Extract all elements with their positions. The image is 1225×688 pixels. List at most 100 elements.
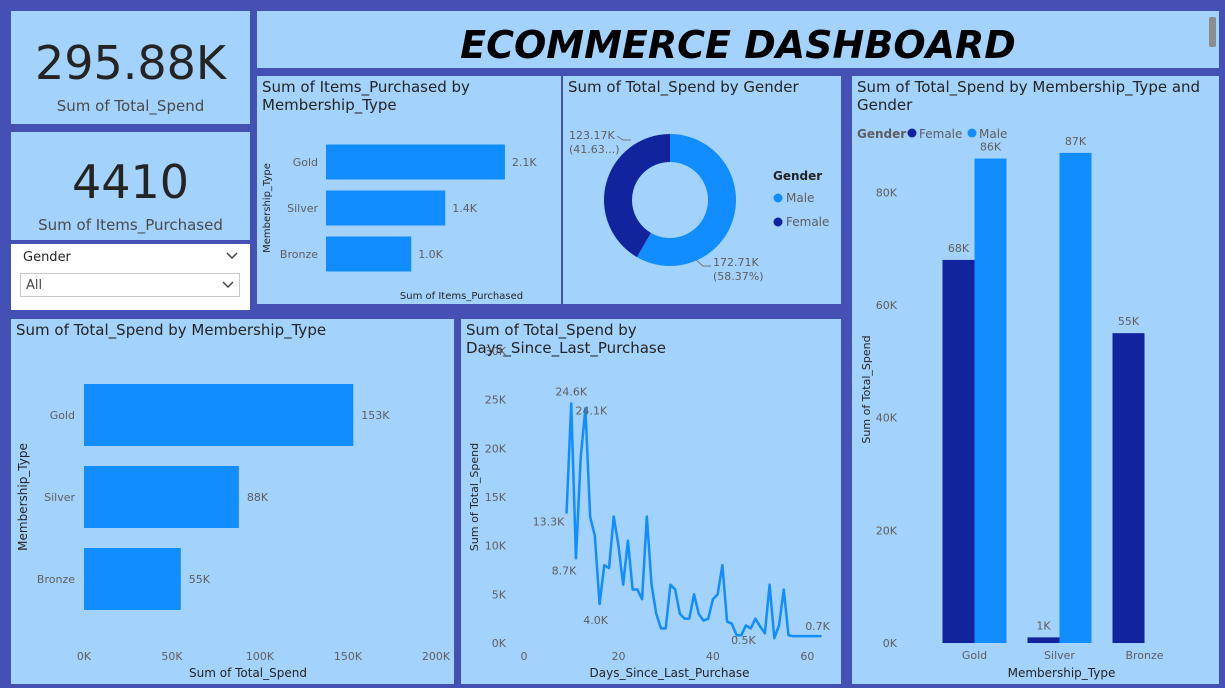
bar <box>84 466 239 528</box>
x-tick-label: 20 <box>611 650 625 663</box>
data-label: 0.7K <box>805 620 830 633</box>
y-axis-title: Sum of Total_Spend <box>860 335 873 443</box>
scrollbar-thumb[interactable] <box>1209 17 1216 47</box>
title-banner: ECOMMERCE DASHBOARD <box>257 11 1219 68</box>
legend-label: Female <box>786 215 829 229</box>
x-tick-label: 60 <box>800 650 814 663</box>
category-label: Gold <box>50 409 75 422</box>
series-line <box>565 402 822 640</box>
data-label: 24.6K <box>555 386 587 399</box>
data-label: (41.63...) <box>569 143 620 156</box>
kpi-value-items-purchased: 4410 <box>71 155 190 209</box>
slicer-dropdown[interactable]: All <box>20 273 240 297</box>
panel-title: Sum of Total_Spend by Days_Since_Last_Pu… <box>466 321 666 357</box>
bar <box>974 158 1007 643</box>
data-label: 1.0K <box>418 248 443 261</box>
y-tick-label: 15K <box>485 491 507 504</box>
panel-spend-by-membership-gender: Sum of Total_Spend by Membership_Type an… <box>852 76 1219 684</box>
y-axis-title: Membership_Type <box>262 163 273 253</box>
legend-label: Male <box>786 191 814 205</box>
legend-marker <box>967 128 977 138</box>
x-tick-label: 0K <box>77 650 92 663</box>
x-tick-label: 50K <box>161 650 183 663</box>
data-label: 8.7K <box>552 564 577 577</box>
data-label: 172.71K <box>713 256 759 269</box>
category-label: Bronze <box>280 248 318 261</box>
data-label: 68K <box>948 242 970 255</box>
y-tick-label: 0K <box>492 637 507 650</box>
legend-label: Female <box>919 127 962 141</box>
bar <box>1059 152 1092 643</box>
data-label: 153K <box>361 409 390 422</box>
slicer-collapse-icon[interactable] <box>225 248 239 267</box>
y-axis-title: Membership_Type <box>16 443 30 551</box>
legend-label: Male <box>979 127 1007 141</box>
donut-slice <box>636 134 736 266</box>
data-label: 55K <box>1118 315 1140 328</box>
bar <box>326 190 446 226</box>
data-label: 86K <box>980 141 1002 154</box>
legend-marker <box>773 217 783 227</box>
bar <box>942 259 975 643</box>
legend-marker <box>773 193 783 203</box>
y-tick-label: 10K <box>485 540 507 553</box>
x-axis-title: Sum of Items_Purchased <box>400 291 523 302</box>
x-tick-label: 100K <box>246 650 275 663</box>
category-label: Silver <box>44 491 75 504</box>
y-tick-label: 0K <box>883 637 898 650</box>
data-label: 55K <box>189 573 211 586</box>
legend-title: Gender <box>773 169 822 183</box>
kpi-card-total-spend: 295.88K Sum of Total_Spend <box>11 11 250 124</box>
bar <box>1112 333 1145 643</box>
chart-spend-by-membership: Gold 153K Silver 88K Bronze 55K 0K 50K 100K 150K 2… <box>16 384 451 680</box>
kpi-value-total-spend: 295.88K <box>34 36 227 90</box>
bar <box>326 236 412 272</box>
x-tick-label: 200K <box>422 650 451 663</box>
data-label: 0.5K <box>731 634 756 647</box>
kpi-label-total-spend: Sum of Total_Spend <box>56 97 205 115</box>
dashboard-title: ECOMMERCE DASHBOARD <box>460 23 1016 67</box>
panel-title: Sum of Total_Spend by Membership_Type an… <box>857 78 1201 114</box>
bar <box>326 144 505 180</box>
kpi-card-items-purchased: 4410 Sum of Items_Purchased <box>11 132 250 240</box>
data-label: 1.4K <box>452 202 477 215</box>
panel-items-by-membership: Sum of Items_Purchased by Membership_Typ… <box>257 76 561 304</box>
y-tick-label: 25K <box>485 394 507 407</box>
chevron-down-icon <box>226 252 238 260</box>
x-tick-label: 150K <box>334 650 363 663</box>
y-tick-label: 40K <box>876 412 898 425</box>
data-label: 87K <box>1065 135 1087 148</box>
y-tick-label: 20K <box>876 524 898 537</box>
kpi-label-items-purchased: Sum of Items_Purchased <box>38 216 223 234</box>
x-tick-label: 40 <box>706 650 720 663</box>
x-axis-title: Sum of Total_Spend <box>189 666 307 680</box>
legend-title: Gender <box>857 127 906 141</box>
chart-items-by-membership: Gold 2.1K Silver 1.4K Bronze 1.0K Sum of Items… <box>262 144 537 302</box>
x-axis-title: Days_Since_Last_Purchase <box>590 666 750 680</box>
x-tick-label: Bronze <box>1125 649 1163 662</box>
panel-spend-by-days: Sum of Total_Spend by Days_Since_Last_Pu… <box>461 319 841 684</box>
x-tick-label: Silver <box>1044 649 1075 662</box>
y-tick-label: 5K <box>492 588 507 601</box>
chevron-down-icon <box>222 281 234 289</box>
y-tick-label: 30K <box>485 345 507 358</box>
chart-spend-by-gender: 172.71K(58.37%) 123.17K(41.63...) Gender Ma… <box>569 129 829 283</box>
leader-line <box>616 135 631 141</box>
chart-spend-by-membership-gender: Gender Female Male 0K 20K 40K 60K 80K Sum of Tot… <box>857 127 1164 680</box>
panel-title: Sum of Items_Purchased by Membership_Typ… <box>262 78 470 114</box>
data-label: 123.17K <box>569 129 615 142</box>
category-label: Silver <box>287 202 318 215</box>
data-label: 13.3K <box>533 516 565 529</box>
y-tick-label: 20K <box>485 442 507 455</box>
bar <box>1027 637 1060 643</box>
data-label: 88K <box>247 491 269 504</box>
panel-title: Sum of Total_Spend by Gender <box>568 78 799 96</box>
y-axis-title: Sum of Total_Spend <box>468 443 481 551</box>
panel-title: Sum of Total_Spend by Membership_Type <box>16 321 327 339</box>
slicer-label: Gender <box>23 250 71 265</box>
x-axis-title: Membership_Type <box>1008 666 1116 680</box>
slicer-selected-value: All <box>26 278 43 293</box>
gender-slicer: Gender All <box>11 244 250 310</box>
bar <box>84 548 181 610</box>
donut-slice <box>604 134 670 258</box>
